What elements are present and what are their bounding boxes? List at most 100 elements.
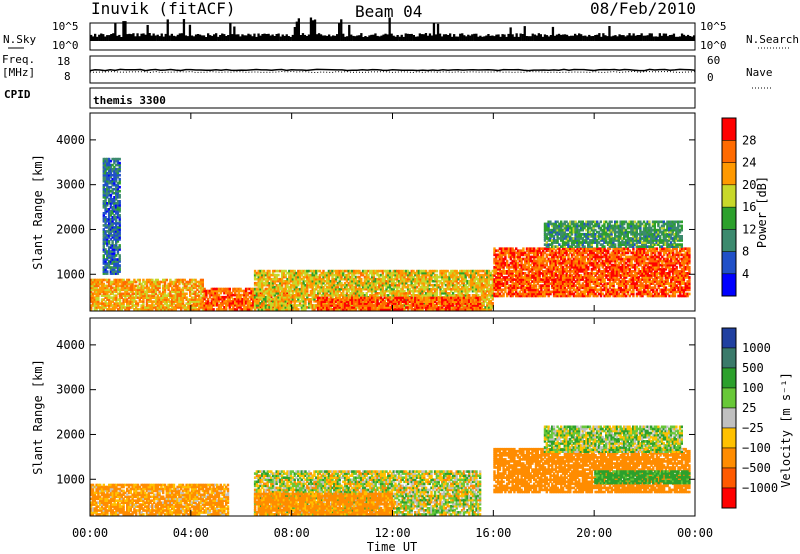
heatmap-cell — [351, 292, 354, 295]
heatmap-cell — [403, 302, 406, 305]
heatmap-cell — [151, 302, 154, 305]
heatmap-cell — [459, 273, 462, 277]
heatmap-cell — [397, 275, 401, 279]
heatmap-cell — [336, 300, 340, 303]
heatmap-cell — [415, 277, 419, 281]
heatmap-cell — [374, 294, 377, 297]
heatmap-cell — [329, 304, 332, 307]
heatmap-cell — [356, 304, 359, 307]
heatmap-cell — [372, 271, 376, 275]
heatmap-cell — [471, 273, 475, 277]
heatmap-cell — [480, 279, 484, 283]
heatmap-cell — [176, 292, 179, 296]
heatmap-cell — [160, 298, 163, 301]
heatmap-cell — [320, 283, 323, 287]
heatmap-cell — [394, 298, 397, 302]
heatmap-cell — [117, 308, 120, 311]
heatmap-cell — [403, 275, 406, 279]
noise-bar — [350, 34, 353, 41]
heatmap-cell — [363, 283, 367, 287]
heatmap-cell — [196, 294, 199, 297]
heatmap-cell — [127, 286, 131, 290]
heatmap-cell — [468, 273, 471, 277]
heatmap-cell — [475, 275, 478, 279]
heatmap-cell — [462, 277, 466, 281]
noise-bar — [604, 35, 607, 41]
heatmap-cell — [464, 283, 467, 287]
heatmap-cell — [433, 273, 437, 277]
heatmap-cell — [194, 306, 197, 309]
heatmap-cell — [334, 287, 338, 291]
heatmap-cell — [280, 294, 284, 297]
heatmap-cell — [162, 298, 165, 301]
noise-bar — [650, 33, 653, 41]
heatmap-cell — [403, 300, 406, 303]
heatmap-cell — [369, 294, 372, 297]
heatmap-cell — [455, 269, 458, 273]
heatmap-cell — [378, 269, 381, 273]
heatmap-cell — [298, 271, 302, 275]
noise-bar — [108, 35, 111, 41]
heatmap-cell — [448, 281, 451, 285]
heatmap-cell — [181, 278, 185, 282]
heatmap-cell — [226, 302, 230, 305]
noise-bar — [624, 36, 627, 41]
heatmap-cell — [136, 296, 140, 299]
heatmap-cell — [252, 295, 255, 299]
heatmap-cell — [235, 302, 239, 305]
noise-bar — [561, 34, 565, 41]
heatmap-cell — [358, 308, 361, 311]
heatmap-cell — [257, 269, 260, 273]
heatmap-cell — [343, 296, 347, 300]
heatmap-cell — [190, 308, 194, 311]
noise-bar — [196, 34, 200, 41]
heatmap-cell — [320, 273, 323, 277]
heatmap-cell — [266, 287, 269, 291]
heatmap-cell — [122, 306, 125, 309]
heatmap-cell — [460, 292, 464, 295]
heatmap-cell — [469, 283, 473, 287]
heatmap-cell — [365, 298, 368, 302]
heatmap-cell — [113, 308, 116, 311]
heatmap-cell — [453, 279, 457, 283]
heatmap-cell — [108, 308, 111, 311]
heatmap-cell — [291, 285, 295, 289]
heatmap-cell — [487, 273, 491, 277]
heatmap-cell — [138, 280, 141, 284]
heatmap-cell — [201, 300, 204, 303]
heatmap-cell — [451, 298, 455, 301]
noise-bar — [348, 24, 351, 41]
noise-bar — [307, 34, 311, 41]
heatmap-cell — [307, 273, 311, 277]
heatmap-cell — [138, 298, 141, 301]
heatmap-cell — [471, 287, 475, 291]
heatmap-cell — [347, 287, 350, 291]
heatmap-cell — [268, 306, 271, 309]
heatmap-cell — [199, 292, 203, 296]
heatmap-cell — [363, 298, 367, 302]
heatmap-cell — [297, 279, 300, 283]
heatmap-cell — [419, 271, 422, 275]
heatmap-cell — [322, 306, 325, 309]
heatmap-cell — [374, 283, 377, 287]
noise-bar — [606, 36, 609, 41]
heatmap-cell — [194, 298, 197, 301]
heatmap-cell — [307, 269, 311, 273]
heatmap-cell — [257, 296, 260, 299]
heatmap-cell — [298, 292, 302, 295]
heatmap-cell — [277, 294, 280, 297]
heatmap-cell — [122, 302, 125, 305]
heatmap-cell — [311, 273, 314, 277]
heatmap-cell — [363, 279, 367, 283]
heatmap-cell — [95, 288, 98, 292]
heatmap-cell — [115, 278, 118, 282]
freq-panel-frame — [89, 55, 696, 84]
heatmap-cell — [221, 289, 224, 293]
heatmap-cell — [486, 302, 489, 305]
heatmap-cell — [379, 292, 383, 295]
heatmap-cell — [264, 279, 268, 283]
heatmap-cell — [412, 292, 415, 295]
heatmap-cell — [376, 304, 379, 307]
heatmap-cell — [473, 283, 476, 287]
heatmap-cell — [136, 308, 140, 311]
